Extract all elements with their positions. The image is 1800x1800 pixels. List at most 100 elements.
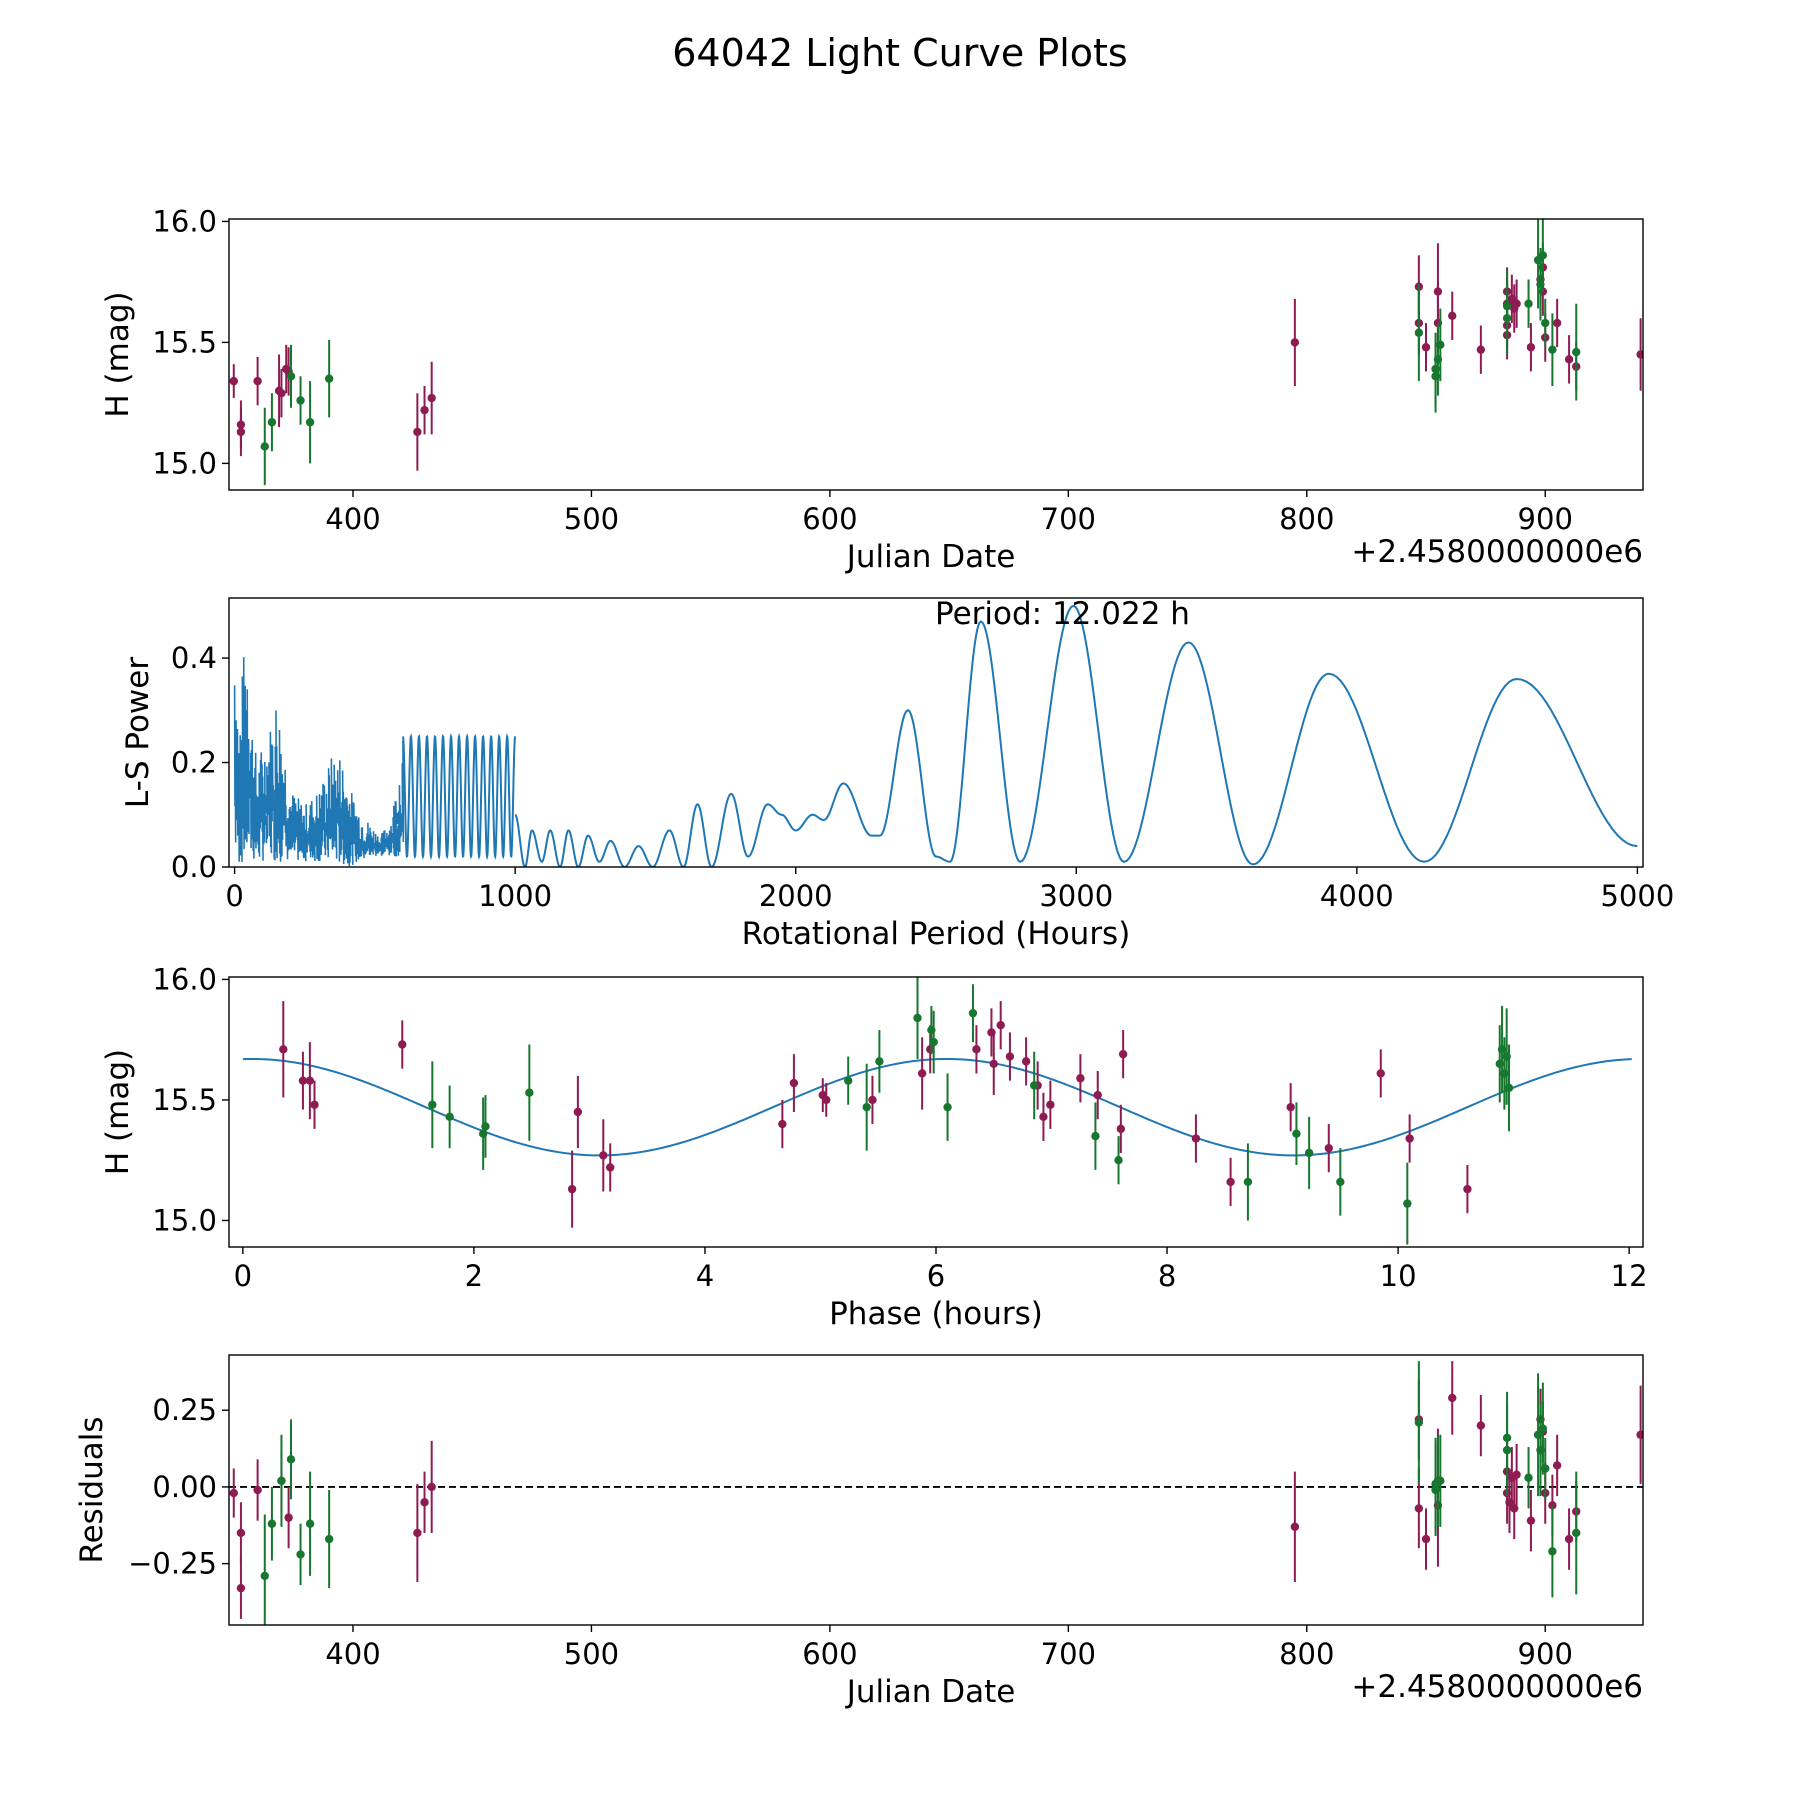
data-point bbox=[1118, 1049, 1128, 1059]
x-tick-label: 400 bbox=[325, 502, 380, 536]
x-tick-label: 0 bbox=[234, 1259, 252, 1293]
data-point bbox=[822, 1095, 831, 1105]
data-point bbox=[573, 1107, 583, 1117]
plot-area-periodogram bbox=[233, 604, 1638, 867]
data-point bbox=[236, 427, 246, 437]
x-tick-label: 4000 bbox=[1320, 879, 1394, 913]
data-point bbox=[1421, 343, 1431, 352]
axes-frame bbox=[228, 1354, 1644, 1626]
data-point bbox=[236, 1583, 246, 1593]
y-axis-label: L-S Power bbox=[120, 657, 156, 808]
y-axis-label: H (mag) bbox=[100, 1049, 136, 1175]
x-tick-label: 12 bbox=[1611, 1259, 1648, 1293]
data-point bbox=[972, 1045, 981, 1054]
y-tick-label: 16.0 bbox=[152, 962, 217, 996]
y-tick-label: 0.2 bbox=[171, 746, 217, 780]
data-point bbox=[1286, 1102, 1295, 1112]
data-point bbox=[1414, 1418, 1424, 1427]
data-point bbox=[1290, 1522, 1300, 1532]
data-point bbox=[1572, 347, 1581, 357]
data-point bbox=[229, 1488, 238, 1498]
data-point bbox=[427, 393, 436, 403]
axes-frame bbox=[228, 976, 1644, 1248]
data-point bbox=[913, 1013, 922, 1023]
data-point bbox=[1093, 1090, 1102, 1100]
data-point bbox=[606, 1163, 615, 1172]
plot-area-phased bbox=[242, 977, 1632, 1245]
data-point bbox=[1046, 1100, 1055, 1109]
data-point bbox=[1538, 1424, 1548, 1433]
data-point bbox=[1512, 1470, 1521, 1479]
data-point bbox=[1039, 1112, 1048, 1122]
x-tick-label: 8 bbox=[1158, 1259, 1176, 1293]
model-fit-curve bbox=[242, 1057, 1632, 1157]
x-offset-label: +2.4580000000e6 bbox=[1351, 1669, 1643, 1705]
data-point bbox=[778, 1119, 787, 1129]
data-point bbox=[1541, 318, 1550, 328]
data-point bbox=[428, 1100, 437, 1109]
series-filter-a bbox=[279, 1001, 1472, 1228]
x-tick-label: 500 bbox=[564, 502, 619, 536]
periodogram-line bbox=[514, 604, 1638, 867]
series-filter-b bbox=[260, 219, 1581, 486]
x-axis-label: Phase (hours) bbox=[829, 1296, 1043, 1332]
data-point bbox=[277, 389, 286, 398]
data-point bbox=[1526, 1516, 1536, 1525]
data-point bbox=[1414, 328, 1424, 337]
data-point bbox=[1436, 1476, 1445, 1485]
axes-frame bbox=[228, 218, 1644, 491]
data-point bbox=[1476, 345, 1486, 354]
data-point bbox=[413, 1528, 422, 1538]
data-point bbox=[1526, 343, 1536, 352]
y-axis-label: H (mag) bbox=[100, 291, 136, 417]
x-tick-label: 5000 bbox=[1600, 879, 1674, 913]
data-point bbox=[1191, 1134, 1201, 1143]
data-point bbox=[1502, 314, 1512, 323]
data-point bbox=[917, 1069, 927, 1078]
data-point bbox=[1448, 1393, 1457, 1403]
data-point bbox=[310, 1100, 319, 1109]
x-tick-label: 1000 bbox=[478, 879, 552, 913]
period-annotation: Period: 12.022 h bbox=[935, 596, 1190, 632]
data-point bbox=[284, 1513, 293, 1522]
data-point bbox=[1324, 1143, 1333, 1153]
data-point bbox=[599, 1151, 608, 1160]
panel-phased: 0 2 4 6 8 10 12 15.0 15.5 16.0 Phase (hours) H (mag… bbox=[100, 962, 1648, 1332]
data-point bbox=[1564, 1534, 1574, 1544]
x-tick-label: 2 bbox=[465, 1259, 483, 1293]
panel-periodogram: 0 1000 2000 3000 4000 5000 0.0 0.2 0.4 Rotational… bbox=[120, 596, 1674, 952]
y-tick-label: 16.0 bbox=[152, 204, 217, 238]
data-point bbox=[929, 1037, 938, 1047]
data-point bbox=[1029, 1081, 1039, 1090]
data-point bbox=[1091, 1131, 1100, 1141]
data-point bbox=[413, 427, 422, 437]
data-point bbox=[1114, 1156, 1123, 1165]
data-point bbox=[1524, 1473, 1533, 1482]
x-tick-label: 600 bbox=[802, 1637, 857, 1671]
data-point bbox=[868, 1095, 877, 1105]
x-tick-label: 800 bbox=[1279, 1637, 1334, 1671]
data-point bbox=[1504, 1083, 1514, 1093]
x-tick-label: 0 bbox=[225, 879, 243, 913]
data-point bbox=[1552, 1461, 1562, 1470]
data-point bbox=[1436, 340, 1445, 350]
data-point bbox=[989, 1059, 998, 1068]
x-tick-label: 800 bbox=[1279, 502, 1334, 536]
data-point bbox=[1290, 338, 1300, 347]
data-point bbox=[1636, 1430, 1643, 1439]
x-tick-label: 900 bbox=[1518, 502, 1573, 536]
data-point bbox=[1021, 1057, 1031, 1066]
series-filter-b bbox=[260, 1361, 1581, 1625]
data-point bbox=[286, 1455, 296, 1464]
panel-timeseries: 400 500 600 700 800 900 15.0 15.5 16.0 Julian Dat… bbox=[100, 204, 1644, 575]
data-point bbox=[481, 1122, 490, 1131]
data-point bbox=[305, 418, 315, 427]
data-point bbox=[1421, 1534, 1431, 1544]
data-point bbox=[1414, 1504, 1424, 1513]
data-point bbox=[1292, 1129, 1301, 1138]
data-point bbox=[267, 1519, 277, 1528]
y-tick-label: 15.5 bbox=[152, 325, 217, 359]
plot-area-residuals bbox=[229, 1361, 1643, 1625]
